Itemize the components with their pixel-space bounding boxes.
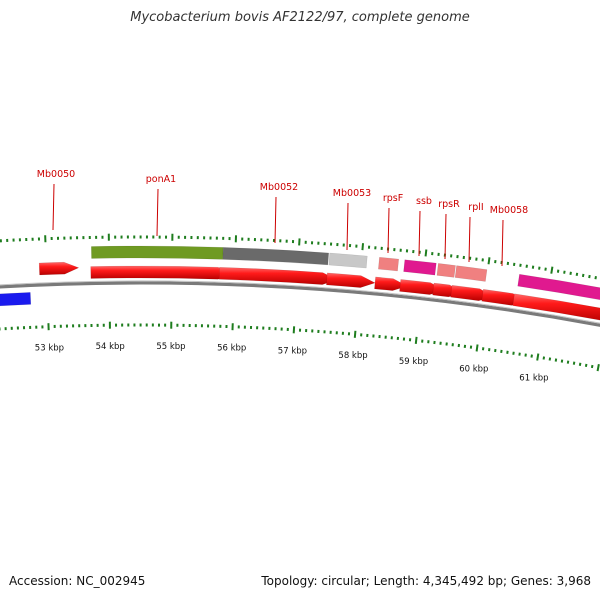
lower-scale-tick <box>566 360 570 364</box>
lower-scale-tick <box>475 344 479 352</box>
upper-scale-tick <box>550 266 554 274</box>
lower-scale-tick <box>353 330 357 338</box>
gene-label-leader <box>274 196 277 244</box>
feature-blue <box>0 292 32 307</box>
scale-tick-label: 56 kbp <box>217 344 246 354</box>
lower-scale-tick <box>578 362 582 366</box>
scale-tick-label: 55 kbp <box>156 342 185 352</box>
cds-ssb <box>403 259 437 276</box>
cds-rpsR <box>436 263 456 278</box>
gene-label: rpsF <box>383 193 403 204</box>
lower-scale-tick <box>536 353 540 361</box>
lower-scale-tick <box>560 359 564 363</box>
scale-tick-label: 53 kbp <box>35 344 64 354</box>
gene-label-leader <box>418 210 421 257</box>
genome-backbone-highlight <box>0 280 600 324</box>
cds-ponA1 <box>91 245 224 260</box>
gene-label-leader <box>156 188 159 237</box>
gene-label-leader <box>444 213 447 260</box>
gene-label: rplI <box>468 202 483 213</box>
cds-mb0053 <box>328 252 368 269</box>
lower-scale-tick <box>596 363 600 372</box>
upper-scale-tick <box>581 273 585 278</box>
upper-scale-tick <box>361 243 365 251</box>
gene-label-leader <box>387 207 390 254</box>
cds-rplI <box>454 265 488 282</box>
gene-label-leader <box>52 183 55 231</box>
genome-summary-text: Topology: circular; Length: 4,345,492 bp… <box>261 574 591 588</box>
lower-scale-tick <box>590 364 594 369</box>
gene-mb0058 <box>512 293 600 321</box>
gene-mb0050 <box>38 261 80 276</box>
gene-label: Mb0058 <box>490 205 528 216</box>
lower-scale-tick <box>584 363 588 368</box>
gene-mb0052 <box>218 266 338 285</box>
gene-label-leader <box>346 202 349 251</box>
lower-scale-tick <box>414 336 418 344</box>
gene-label: Mb0052 <box>260 182 298 193</box>
gene-label: rpsR <box>438 199 460 210</box>
gene-label: Mb0053 <box>333 188 371 199</box>
upper-scale-tick <box>594 276 597 280</box>
cds-mb0052 <box>222 247 329 266</box>
cds-mb0058 <box>517 273 600 301</box>
scale-tick-label: 54 kbp <box>96 342 125 352</box>
scale-tick-label: 58 kbp <box>338 351 367 361</box>
accession-text: Accession: NC_002945 <box>9 574 146 588</box>
lower-scale-tick <box>572 361 576 365</box>
gene-label: ponA1 <box>146 174 176 185</box>
upper-scale-tick <box>588 274 591 279</box>
gene-label-leader <box>468 216 471 263</box>
cds-rpsF <box>378 256 400 272</box>
lower-scale-tick <box>554 358 558 362</box>
scale-tick-label: 59 kbp <box>399 357 428 367</box>
gene-label: ssb <box>416 196 432 207</box>
upper-scale-tick <box>569 271 572 275</box>
upper-scale-tick <box>424 249 428 257</box>
gene-label: Mb0050 <box>37 169 75 180</box>
scale-tick-label: 57 kbp <box>278 347 307 357</box>
scale-tick-label: 60 kbp <box>459 365 488 375</box>
gene-label-leader <box>501 219 504 267</box>
upper-scale-tick <box>575 272 579 277</box>
map-title: Mycobacterium bovis AF2122/97, complete … <box>130 10 470 25</box>
gene-ponA1 <box>90 265 234 280</box>
scale-tick-label: 61 kbp <box>519 374 548 384</box>
gene-mb0053 <box>326 272 376 288</box>
upper-scale-tick <box>487 257 491 265</box>
genome-backbone <box>0 281 600 327</box>
